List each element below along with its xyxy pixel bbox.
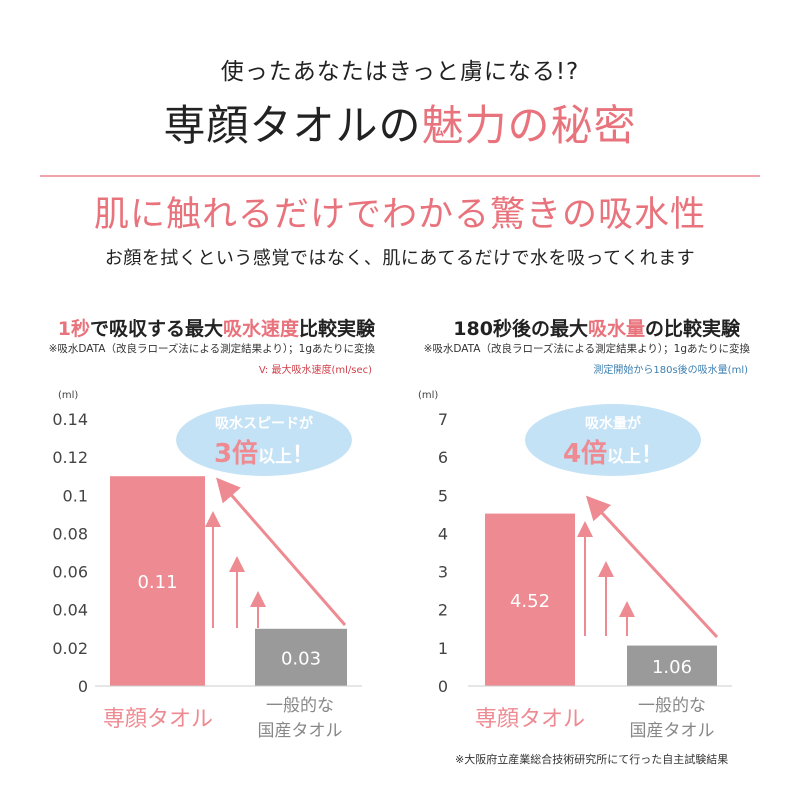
callout-part: 以上 — [607, 447, 641, 467]
callout-emphasis: 4倍以上！ — [563, 438, 663, 469]
lead-text: 使ったあなたはきっと虜になる!? — [220, 59, 580, 85]
callout-bubble — [525, 404, 701, 476]
title-part: 1秒 — [57, 318, 90, 340]
chart2-note: ※吸水DATA（改良ラローズ法による測定結果より）；1gあたりに変換 — [423, 343, 750, 355]
callout-bubble — [176, 404, 352, 476]
category-label: 一般的な — [266, 696, 334, 716]
y-tick-label: 0 — [438, 677, 448, 696]
diagonal-arrow — [216, 477, 347, 626]
bar-value-label: 0.03 — [281, 648, 321, 669]
bar-senkao-towel — [485, 513, 575, 686]
y-axis-unit: (ml) — [418, 390, 438, 401]
callout-text: 吸水スピードが — [215, 415, 314, 432]
callout-emphasis: 3倍以上！ — [214, 438, 314, 469]
footnote: ※大阪府立産業総合技術研究所にて行った自主試験結果 — [455, 753, 729, 766]
bar-domestic-towel — [255, 628, 347, 686]
title-part: 180秒後の最大 — [453, 318, 588, 340]
subtitle: 肌に触れるだけでわかる驚きの吸水性 — [93, 195, 706, 235]
chart1-legend: V: 最大吸水速度(ml/sec) — [258, 365, 372, 376]
title-part: 比較実験 — [298, 318, 375, 340]
bar-value-label: 0.11 — [137, 572, 177, 593]
y-tick-label: 0.04 — [52, 601, 88, 620]
y-tick-label: 1 — [438, 639, 448, 658]
y-tick-label: 0.1 — [63, 486, 88, 505]
page-title: 専顔タオルの魅力の秘密 — [0, 92, 800, 153]
category-label: 一般的な — [638, 696, 706, 716]
category-label: 国産タオル — [258, 721, 343, 741]
y-tick-label: 0.12 — [52, 448, 88, 467]
y-tick-label: 7 — [438, 410, 448, 429]
chart1-note: ※吸水DATA（改良ラローズ法による測定結果より）；1gあたりに変換 — [48, 343, 375, 355]
y-tick-label: 0.08 — [52, 524, 88, 543]
chart2-title: 180秒後の最大吸水量の比較実験 — [453, 314, 740, 341]
title-part: の比較実験 — [644, 318, 740, 340]
y-tick-label: 0.06 — [52, 563, 88, 582]
callout-text: 吸水量が — [585, 415, 642, 432]
callout-part: 4倍 — [563, 438, 607, 469]
callout-part: 3倍 — [214, 438, 258, 469]
y-tick-label: 0.02 — [52, 639, 88, 658]
title-black: 専顔タオルの — [163, 101, 422, 150]
bar-domestic-towel — [627, 645, 717, 686]
callout-part: ！ — [641, 443, 663, 468]
y-tick-label: 6 — [438, 448, 448, 467]
bar-senkao-towel — [110, 476, 205, 686]
bar-value-label: 4.52 — [510, 591, 550, 612]
callout-part: 以上 — [258, 447, 292, 467]
diagonal-arrow — [585, 495, 719, 639]
y-axis-unit: (ml) — [58, 390, 78, 401]
y-tick-label: 0.14 — [52, 410, 88, 429]
chart1-title: 1秒で吸収する最大吸水速度比較実験 — [58, 314, 375, 341]
y-tick-label: 2 — [438, 601, 448, 620]
y-tick-label: 5 — [438, 486, 448, 505]
title-part: 吸水量 — [587, 318, 645, 340]
title-part: 吸水速度 — [222, 318, 299, 340]
category-label: 専顔タオル — [103, 707, 213, 732]
bar-value-label: 1.06 — [652, 657, 692, 678]
body-text: お顔を拭くという感覚ではなく、肌にあてるだけで水を吸ってくれます — [104, 248, 696, 269]
y-tick-label: 3 — [438, 563, 448, 582]
category-label: 国産タオル — [630, 721, 715, 741]
title-pink: 魅力の秘密 — [421, 101, 637, 150]
title-part: で吸収する最大 — [89, 318, 223, 340]
y-tick-label: 4 — [438, 524, 448, 543]
category-label: 専顔タオル — [475, 707, 585, 732]
y-tick-label: 0 — [78, 677, 88, 696]
callout-part: ！ — [292, 443, 314, 468]
chart2-legend: 測定開始から180s後の吸水量(ml) — [593, 365, 748, 376]
divider — [40, 175, 760, 177]
